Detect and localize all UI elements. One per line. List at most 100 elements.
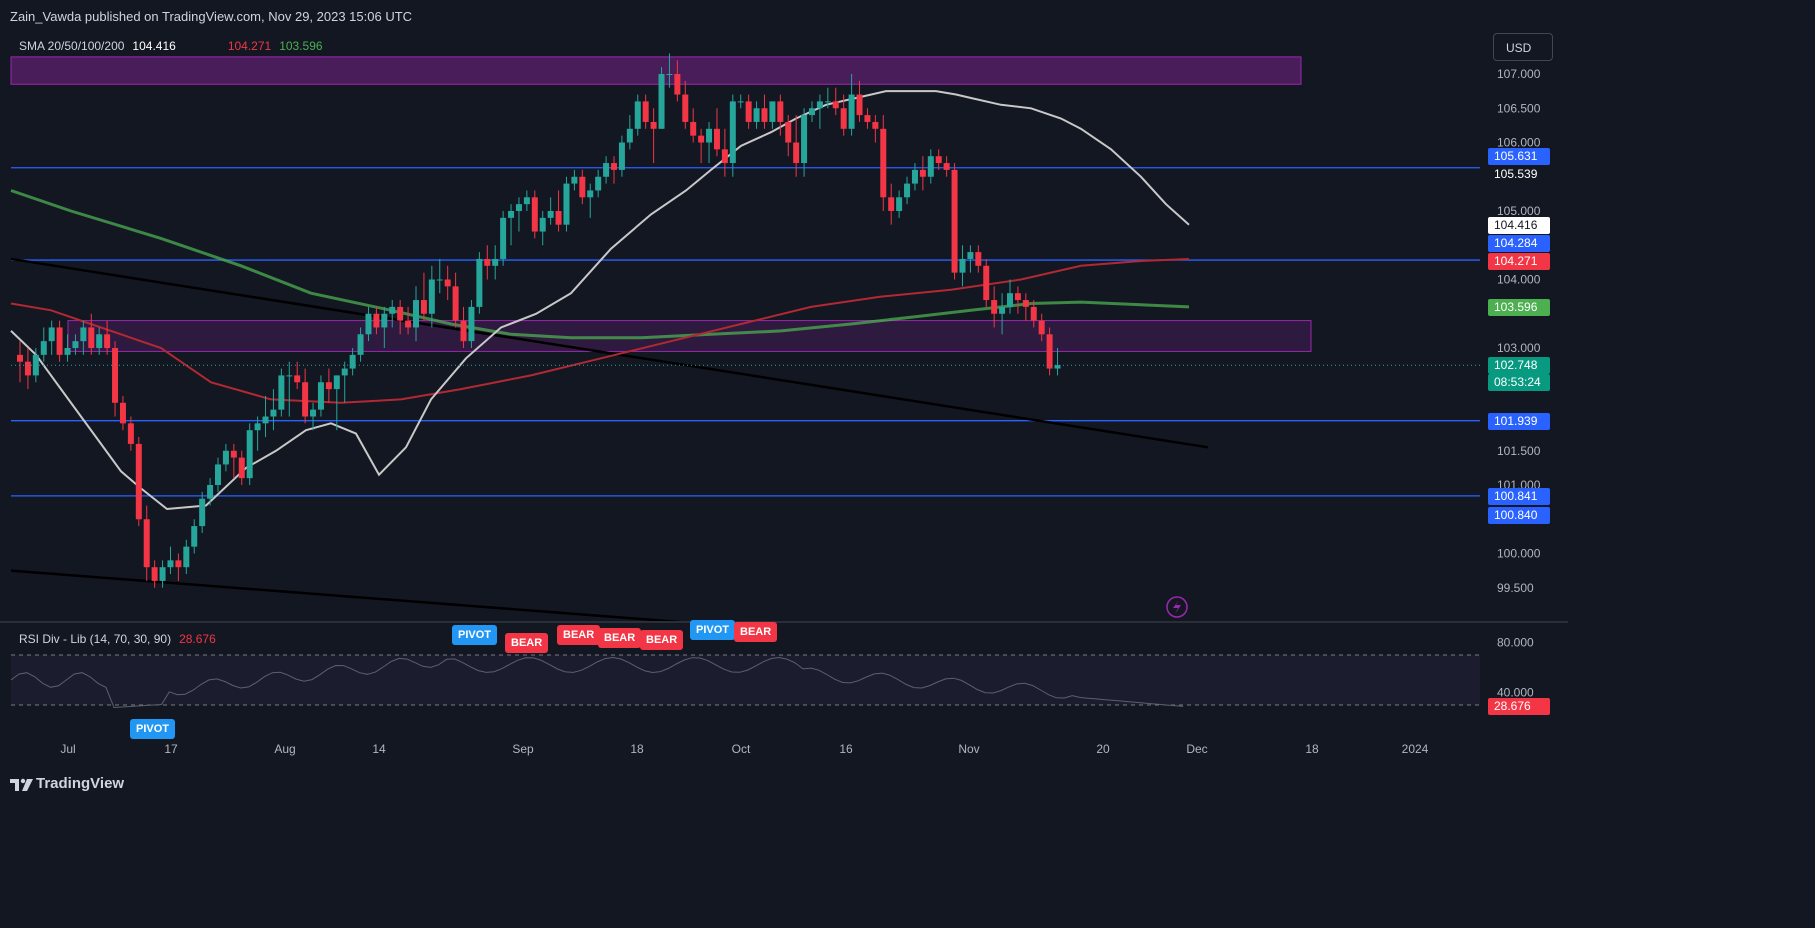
misc: [11, 364, 1480, 618]
candle-body: [904, 183, 911, 198]
candle-body: [603, 163, 610, 177]
candle-body: [127, 423, 134, 444]
candle-body: [713, 128, 720, 150]
price-label: 101.939: [1488, 413, 1550, 430]
candle-body: [484, 258, 491, 266]
candle-body: [634, 101, 641, 129]
candle-body: [515, 204, 522, 211]
candle-body: [563, 183, 570, 225]
candle-body: [405, 320, 412, 328]
candle-body: [769, 101, 776, 122]
candle-body: [919, 169, 926, 177]
time-axis: Jul 17 Aug 14 Sep 18 Oct 16 Nov 20 Dec 18 2024: [60, 742, 1428, 756]
price-label: 104.271: [1488, 253, 1550, 270]
price-label: 103.596: [1488, 299, 1550, 316]
candle-body: [143, 519, 150, 568]
candle-body: [468, 306, 475, 342]
zone-0: [10, 56, 1302, 85]
sma100-line: [10, 189, 1190, 340]
candle-body: [959, 258, 966, 273]
candle-body: [500, 217, 507, 259]
candle-body: [888, 197, 895, 211]
candle-body: [413, 300, 419, 328]
candle-body: [262, 416, 269, 424]
candle-body: [999, 306, 1006, 314]
candle-body: [302, 382, 309, 417]
candle-body: [911, 169, 918, 184]
candle-body: [761, 108, 768, 122]
candle-body: [785, 121, 792, 143]
candle-body: [737, 101, 744, 103]
publisher-text: Zain_Vawda published on TradingView.com,…: [10, 9, 413, 24]
candle-body: [642, 101, 649, 122]
candle-body: [1054, 365, 1061, 369]
candles: [17, 53, 1061, 588]
price-tick: 106.500: [1497, 101, 1541, 115]
time-tick: 20: [1096, 742, 1110, 756]
candle-body: [793, 142, 800, 164]
candle-body: [809, 108, 815, 116]
lightning-icon: [1173, 600, 1181, 614]
candle-body: [17, 354, 23, 362]
time-tick: Aug: [274, 742, 295, 756]
candle-body: [286, 375, 293, 377]
time-tick: 18: [630, 742, 644, 756]
price-tick: 103.000: [1497, 341, 1541, 355]
main-pane-bg: [0, 32, 1480, 766]
rsi-band: [11, 655, 1480, 705]
sma50-line: [10, 258, 1190, 404]
candle-body: [539, 217, 546, 232]
candle-body: [698, 135, 705, 143]
trend-lines: [10, 257, 1209, 624]
candle-body: [222, 450, 229, 465]
candle-body: [341, 368, 348, 376]
rsi-tick: 40.000: [1497, 686, 1534, 700]
candle-body: [721, 149, 728, 164]
candle-body: [880, 128, 887, 198]
tradingview-logo-icon: [10, 778, 33, 791]
candle-body: [112, 348, 119, 403]
candle-body: [452, 286, 459, 321]
candle-body: [294, 375, 301, 383]
candle-body: [420, 300, 427, 314]
candle-body: [690, 121, 697, 136]
tradingview-brand: TradingView: [36, 775, 125, 792]
rsi-pane: [0, 621, 1568, 709]
candle-body: [840, 108, 847, 129]
candle-body: [365, 313, 372, 335]
candle-body: [80, 327, 87, 342]
candle-body: [175, 560, 182, 568]
candle-body: [389, 306, 396, 314]
candle-body: [96, 334, 103, 348]
candle-body: [215, 464, 221, 485]
candle-body: [325, 382, 332, 390]
candle-body: [191, 526, 198, 547]
candle-body: [207, 485, 214, 499]
price-tick: 101.500: [1497, 444, 1541, 458]
candle-body: [547, 211, 554, 218]
candle-body: [864, 115, 871, 122]
candle-body: [824, 101, 831, 103]
trend-line-upper: [10, 257, 1209, 449]
header: Zain_Vawda published on TradingView.com,…: [0, 0, 1568, 32]
candle-body: [444, 279, 451, 287]
candle-body: [618, 142, 625, 170]
candle-body: [381, 313, 388, 328]
currency-button[interactable]: USD: [1493, 33, 1553, 61]
candle-body: [238, 457, 245, 479]
candle-body: [135, 443, 142, 520]
candle-body: [991, 300, 998, 314]
rsi-legend[interactable]: RSI Div - Lib (14, 70, 30, 90) 28.676: [19, 632, 224, 646]
sma-legend[interactable]: SMA 20/50/100/200 104.416 104.271 103.596: [19, 39, 331, 53]
candle-body: [975, 252, 982, 266]
candle-body: [816, 101, 823, 109]
chart-area[interactable]: 107.000 106.500 106.000 105.000 104.000 103.0…: [0, 32, 1568, 766]
sma20-value: 104.416: [132, 39, 176, 53]
candle-body: [927, 156, 934, 177]
bear-signal: BEAR: [598, 628, 642, 648]
candle-body: [555, 211, 562, 225]
price-label: 104.416: [1488, 217, 1550, 234]
candle-body: [745, 101, 752, 122]
candle-body: [397, 306, 404, 321]
price-tick: 104.000: [1497, 273, 1541, 287]
